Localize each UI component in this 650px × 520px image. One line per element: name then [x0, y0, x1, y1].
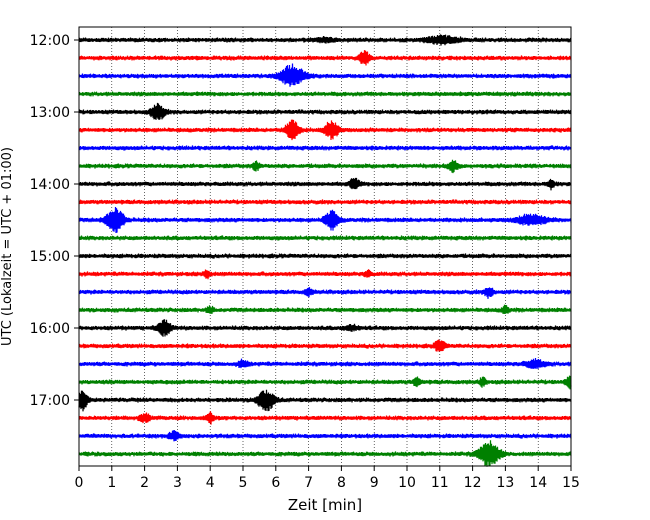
x-tick-label: 15 — [562, 475, 580, 491]
plot-frame — [78, 26, 572, 467]
trace-row — [78, 235, 572, 241]
y-axis-title: UTC (Lokalzeit = UTC + 01:00) — [0, 147, 15, 346]
x-tick-label: 13 — [496, 475, 514, 491]
x-axis-ticks: 0 1 2 3 4 5 6 7 8 9 10 11 12 13 14 15 — [75, 466, 580, 491]
trace-row — [78, 34, 572, 46]
trace-row — [78, 253, 572, 259]
y-tick-label: 13:00 — [30, 105, 70, 121]
trace-row — [78, 50, 572, 66]
y-tick-label: 12:00 — [30, 33, 70, 49]
x-tick-label: 12 — [464, 475, 482, 491]
x-tick-label: 0 — [75, 475, 84, 491]
trace-row — [78, 375, 572, 390]
x-tick-label: 4 — [206, 475, 215, 491]
trace-row — [78, 440, 572, 467]
x-tick-label: 7 — [304, 475, 313, 491]
x-tick-label: 11 — [431, 475, 449, 491]
trace-row — [78, 389, 572, 412]
trace-row — [78, 287, 572, 299]
trace-row — [78, 63, 572, 87]
y-tick-label: 17:00 — [30, 393, 70, 409]
y-tick-label: 16:00 — [30, 321, 70, 337]
x-tick-label: 8 — [337, 475, 346, 491]
vertical-grid — [111, 27, 539, 466]
x-tick-label: 9 — [370, 475, 379, 491]
y-tick-label: 14:00 — [30, 177, 70, 193]
trace-row — [78, 430, 572, 442]
trace-row — [78, 145, 572, 151]
trace-row — [78, 102, 572, 121]
trace-row — [78, 119, 572, 141]
x-axis-title: Zeit [min] — [288, 496, 362, 514]
trace-row — [78, 159, 572, 174]
trace-row — [78, 90, 572, 97]
x-tick-label: 6 — [271, 475, 280, 491]
y-tick-label: 15:00 — [30, 249, 70, 265]
trace-row — [78, 269, 572, 280]
trace-row — [78, 206, 572, 233]
trace-row — [78, 199, 572, 206]
y-axis-ticks: 12:00 13:00 14:00 15:00 16:00 17:00 — [30, 33, 79, 409]
trace-row — [78, 177, 572, 191]
trace-rows — [78, 34, 572, 467]
x-tick-label: 5 — [239, 475, 248, 491]
trace-row — [78, 319, 572, 337]
x-tick-label: 2 — [140, 475, 149, 491]
x-tick-label: 10 — [398, 475, 416, 491]
x-tick-label: 3 — [173, 475, 182, 491]
trace-row — [78, 411, 572, 425]
trace-row — [78, 339, 572, 352]
trace-row — [78, 358, 572, 370]
x-tick-label: 14 — [529, 475, 547, 491]
x-tick-label: 1 — [107, 475, 116, 491]
trace-row — [78, 304, 572, 315]
